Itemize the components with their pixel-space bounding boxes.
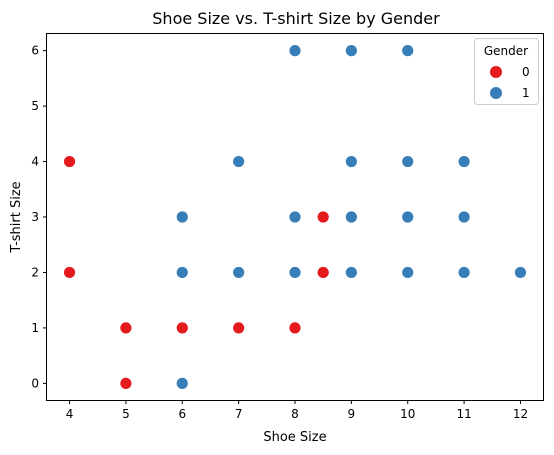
data-point-gender-0 [64, 156, 76, 168]
x-tick-label: 10 [400, 407, 415, 421]
x-tick-label: 6 [178, 407, 186, 421]
data-point-gender-1 [458, 156, 470, 168]
y-axis-label: T-shirt Size [9, 181, 24, 253]
legend-label-1: 1 [522, 86, 530, 100]
chart-title: Shoe Size vs. T-shirt Size by Gender [152, 9, 440, 28]
y-tick-label: 3 [31, 210, 39, 224]
data-point-gender-1 [402, 266, 414, 278]
data-point-gender-1 [176, 211, 188, 223]
x-tick-label: 5 [122, 407, 130, 421]
x-axis-label: Shoe Size [263, 430, 326, 445]
data-point-gender-1 [514, 266, 526, 278]
legend-label-0: 0 [522, 65, 530, 79]
data-point-gender-1 [289, 211, 301, 223]
y-tick-label: 6 [31, 44, 39, 58]
data-point-gender-0 [233, 322, 245, 334]
data-point-gender-1 [233, 266, 245, 278]
data-point-gender-1 [289, 45, 301, 57]
data-point-gender-0 [120, 377, 132, 389]
y-tick-label: 1 [31, 321, 39, 335]
data-point-gender-0 [176, 322, 188, 334]
data-point-gender-0 [289, 322, 301, 334]
points-layer [64, 45, 527, 390]
data-point-gender-1 [233, 156, 245, 168]
x-tick-label: 4 [66, 407, 74, 421]
data-point-gender-0 [120, 322, 132, 334]
data-point-gender-1 [345, 211, 357, 223]
data-point-gender-1 [458, 211, 470, 223]
data-point-gender-0 [317, 211, 329, 223]
y-tick-label: 2 [31, 265, 39, 279]
x-tick-label: 9 [348, 407, 356, 421]
data-point-gender-0 [317, 266, 329, 278]
y-tick-label: 5 [31, 99, 39, 113]
data-point-gender-1 [176, 266, 188, 278]
x-tick-label: 12 [513, 407, 528, 421]
x-tick-label: 8 [291, 407, 299, 421]
data-point-gender-1 [176, 377, 188, 389]
data-point-gender-1 [345, 266, 357, 278]
legend-marker-1 [490, 87, 502, 99]
data-point-gender-1 [345, 45, 357, 57]
data-point-gender-1 [402, 45, 414, 57]
legend: Gender 0 1 [475, 39, 539, 105]
data-point-gender-1 [402, 211, 414, 223]
data-point-gender-1 [289, 266, 301, 278]
data-point-gender-1 [402, 156, 414, 168]
legend-title: Gender [484, 44, 528, 58]
data-point-gender-0 [64, 266, 76, 278]
y-tick-label: 4 [31, 155, 39, 169]
legend-marker-0 [490, 66, 502, 78]
x-tick-label: 11 [456, 407, 471, 421]
y-tick-label: 0 [31, 376, 39, 390]
x-tick-label: 7 [235, 407, 243, 421]
data-point-gender-1 [345, 156, 357, 168]
data-point-gender-1 [458, 266, 470, 278]
